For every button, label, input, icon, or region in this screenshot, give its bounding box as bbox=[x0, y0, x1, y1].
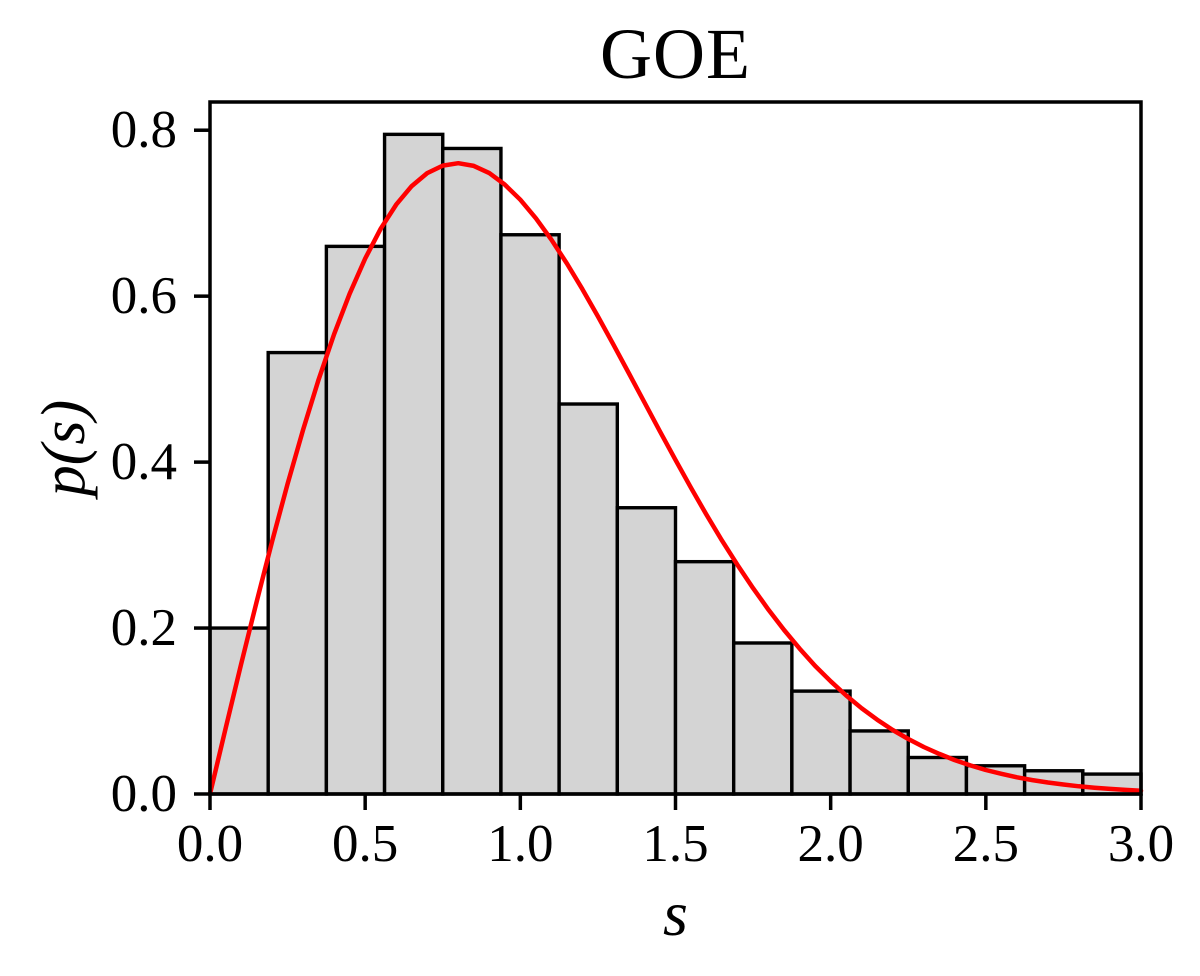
y-tick-label: 0.2 bbox=[110, 599, 177, 658]
histogram-bar bbox=[499, 233, 561, 796]
x-axis-label: s bbox=[663, 878, 688, 949]
histogram-bar bbox=[208, 626, 270, 796]
histogram-bar bbox=[964, 764, 1027, 796]
histogram-bar bbox=[382, 132, 445, 796]
y-tick-label: 0.8 bbox=[110, 101, 177, 160]
y-tick-label: 0.0 bbox=[110, 765, 177, 823]
x-tick-label: 1.0 bbox=[487, 815, 554, 873]
histogram-bar bbox=[615, 506, 678, 796]
x-tick-label: 3.0 bbox=[1107, 815, 1175, 873]
y-tick-label: 0.6 bbox=[110, 267, 177, 326]
chart-title: GOE bbox=[600, 14, 751, 94]
wigner-goe-curve bbox=[207, 160, 1144, 797]
histogram-bar bbox=[557, 402, 620, 796]
histogram-bar bbox=[441, 146, 503, 796]
histogram-bar bbox=[673, 559, 736, 796]
x-tick-label: 1.5 bbox=[642, 815, 709, 873]
histogram-bar bbox=[324, 244, 387, 796]
x-tick-label: 0.5 bbox=[332, 815, 399, 873]
histogram-bar bbox=[731, 641, 794, 796]
x-tick-label: 0.0 bbox=[176, 815, 244, 873]
histogram-bar bbox=[266, 350, 329, 796]
x-tick-label: 2.5 bbox=[952, 815, 1019, 873]
histogram-bar bbox=[790, 689, 852, 796]
histogram-bar bbox=[848, 729, 910, 796]
x-tick-label: 2.0 bbox=[797, 815, 864, 873]
y-tick-label: 0.4 bbox=[110, 433, 177, 492]
